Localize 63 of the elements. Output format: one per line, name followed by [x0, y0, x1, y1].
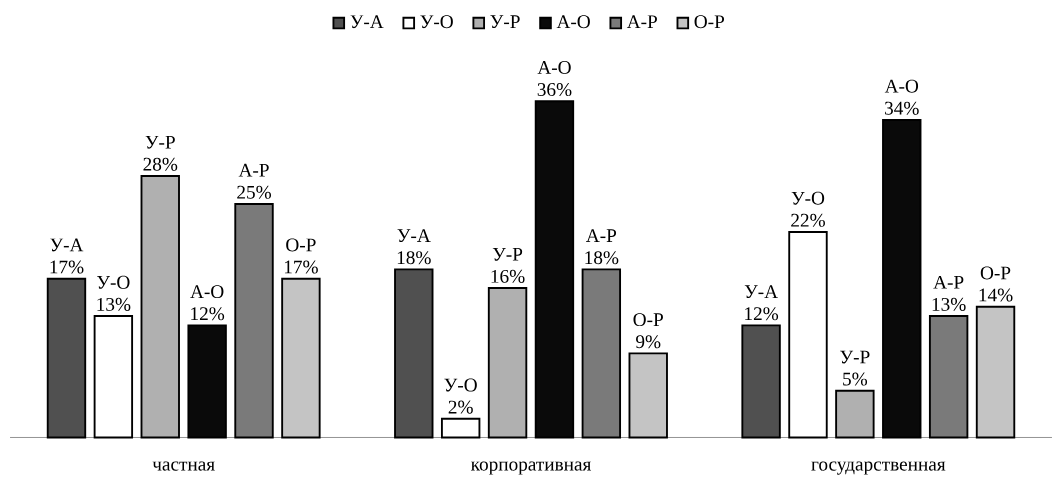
- text: У-А: [50, 238, 84, 252]
- text: У-А: [397, 229, 431, 242]
- bar: [581, 268, 622, 439]
- bar: [928, 315, 969, 439]
- data-label: 2%: [448, 400, 473, 414]
- x-tick-label: государственная: [811, 461, 946, 475]
- data-label: 9%: [636, 335, 661, 349]
- bar: [788, 230, 828, 439]
- data-label: 12%: [745, 307, 779, 321]
- data-label: 18%: [585, 251, 619, 265]
- bar: [234, 202, 274, 439]
- data-label: 14%: [979, 288, 1013, 302]
- legend-label: О-Р: [694, 15, 725, 29]
- data-label: 5%: [843, 372, 868, 386]
- legend-label: У-О: [420, 15, 453, 29]
- bar: [140, 174, 180, 439]
- bar: [534, 100, 575, 439]
- bar: [394, 268, 434, 439]
- bar: [93, 315, 134, 439]
- bar: [440, 417, 481, 439]
- legend-label: У-Р: [490, 15, 520, 28]
- data-label: 18%: [397, 251, 431, 265]
- data-label: 34%: [885, 101, 919, 115]
- data-label: 22%: [791, 213, 825, 227]
- bar: [487, 287, 528, 439]
- data-label: 16%: [491, 269, 525, 283]
- data-label: 13%: [97, 297, 131, 311]
- data-label: 36%: [537, 82, 572, 96]
- bar: [281, 277, 321, 439]
- text: А-О: [884, 79, 919, 93]
- legend-label: У-А: [350, 15, 384, 29]
- data-label: 17%: [284, 260, 318, 274]
- text: А-Р: [586, 229, 617, 242]
- bar: [187, 324, 227, 439]
- x-tick-label: частная: [152, 461, 215, 471]
- text: А-Р: [238, 163, 269, 177]
- bar: [882, 118, 922, 439]
- bar: [741, 324, 781, 439]
- text: О-Р: [633, 313, 663, 327]
- bar: [835, 389, 875, 439]
- data-label: 25%: [237, 185, 272, 199]
- text: У-О: [444, 378, 477, 392]
- data-label: 13%: [932, 297, 966, 311]
- data-label: 28%: [143, 157, 178, 171]
- text: А-О: [190, 285, 224, 298]
- text: А-О: [537, 60, 571, 74]
- text: У-А: [744, 285, 778, 298]
- bar: [628, 352, 668, 439]
- x-tick-label: корпоративная: [470, 461, 592, 475]
- text: У-О: [97, 275, 130, 289]
- text: О-Р: [286, 238, 316, 252]
- text: А-Р: [933, 275, 964, 289]
- text: У-О: [791, 191, 825, 205]
- legend-label: А-Р: [626, 15, 657, 28]
- text: О-Р: [980, 266, 1011, 280]
- legend-label: А-О: [556, 15, 590, 29]
- bar: [46, 277, 87, 439]
- text: У-Р: [840, 350, 870, 364]
- data-label: 12%: [191, 307, 225, 321]
- data-label: 17%: [50, 260, 84, 274]
- text: У-Р: [492, 247, 523, 261]
- text: У-Р: [145, 135, 175, 149]
- bar: [975, 305, 1016, 439]
